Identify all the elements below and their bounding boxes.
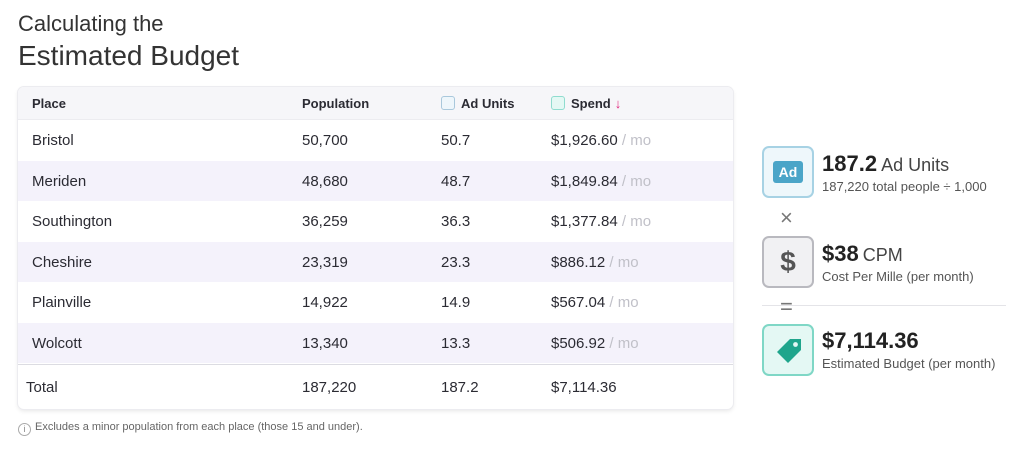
cell-place: Southington	[32, 213, 113, 230]
cpm-unit: CPM	[862, 245, 903, 265]
budget-value: $7,114.36	[822, 328, 919, 353]
page-heading: Calculating the Estimated Budget	[18, 10, 239, 74]
footnote-text: Excludes a minor population from each pl…	[35, 421, 363, 433]
total-label: Total	[26, 379, 58, 396]
table-row: Wolcott 13,340 13.3 $506.92 / mo	[18, 322, 733, 363]
total-ad-units: 187.2	[441, 379, 479, 396]
ad-units-unit: Ad Units	[881, 155, 950, 175]
cpm-summary: $38 CPM Cost Per Mille (per month)	[822, 241, 974, 284]
multiply-symbol: ×	[780, 205, 793, 230]
per-month-suffix: / mo	[621, 132, 652, 149]
info-icon: i	[18, 423, 31, 436]
budget-summary-value: $7,114.36 Estimated Budget (per month)	[822, 328, 995, 371]
cell-population: 50,700	[302, 132, 348, 149]
per-month-suffix: / mo	[621, 213, 652, 230]
table-row: Southington 36,259 36.3 $1,377.84 / mo	[18, 201, 733, 242]
cell-ad-units: 48.7	[441, 172, 471, 190]
budget-summary: Ad 187.2 Ad Units 187,220 total people ÷ …	[762, 0, 1012, 455]
cell-ad-units: 14.9	[441, 294, 471, 311]
ad-units-formula: 187,220 total people ÷ 1,000	[822, 179, 987, 194]
header-spend[interactable]: Spend ↓	[551, 96, 621, 111]
ad-units-value: 187.2	[822, 151, 878, 176]
cell-place: Plainville	[32, 294, 92, 311]
cell-population: 14,922	[302, 294, 348, 311]
per-month-suffix: / mo	[621, 172, 652, 190]
cell-population: 13,340	[302, 334, 348, 352]
footnote: i Excludes a minor population from each p…	[18, 421, 363, 436]
table-row: Meriden 48,680 48.7 $1,849.84 / mo	[18, 160, 733, 201]
price-tag-icon	[762, 324, 814, 376]
sort-down-arrow-icon[interactable]: ↓	[614, 96, 622, 111]
per-month-suffix: / mo	[609, 334, 639, 352]
cell-spend: $1,377.84 / mo	[551, 213, 652, 230]
ad-units-icon: Ad	[762, 146, 814, 198]
cell-ad-units: 23.3	[441, 253, 471, 271]
cell-ad-units: 50.7	[441, 132, 471, 149]
cell-place: Cheshire	[32, 253, 93, 271]
total-population: 187,220	[302, 379, 357, 396]
cpm-description: Cost Per Mille (per month)	[822, 269, 974, 284]
cell-spend: $1,926.60 / mo	[551, 132, 652, 149]
ad-units-summary: 187.2 Ad Units 187,220 total people ÷ 1,0…	[822, 151, 987, 194]
table-total-row: Total 187,220 187.2 $7,114.36	[18, 364, 733, 409]
budget-table: Place Population Ad Units Spend ↓ Bristol…	[18, 87, 733, 409]
cell-spend: $1,849.84 / mo	[551, 172, 652, 190]
ad-badge-icon: Ad	[773, 161, 803, 183]
cell-ad-units: 13.3	[441, 334, 471, 352]
per-month-suffix: / mo	[609, 253, 639, 271]
cell-population: 36,259	[302, 213, 348, 230]
table-row: Plainville 14,922 14.9 $567.04 / mo	[18, 282, 733, 323]
spend-checkbox-icon[interactable]	[551, 96, 565, 110]
table-row: Cheshire 23,319 23.3 $886.12 / mo	[18, 241, 733, 282]
cell-spend: $506.92 / mo	[551, 334, 639, 352]
cell-spend: $886.12 / mo	[551, 253, 639, 271]
total-spend: $7,114.36	[551, 379, 617, 396]
cell-place: Wolcott	[32, 334, 82, 352]
cell-place: Bristol	[32, 132, 74, 149]
cpm-value: $38	[822, 241, 859, 266]
budget-description: Estimated Budget (per month)	[822, 356, 996, 371]
cell-ad-units: 36.3	[441, 213, 471, 230]
ad-units-checkbox-icon[interactable]	[441, 96, 455, 110]
dollar-icon: $	[762, 236, 814, 288]
cell-place: Meriden	[32, 172, 87, 190]
header-population[interactable]: Population	[302, 96, 370, 111]
header-place[interactable]: Place	[32, 96, 66, 111]
heading-line-1: Calculating the	[18, 11, 164, 36]
divider	[762, 305, 1006, 306]
table-header: Place Population Ad Units Spend ↓	[18, 87, 733, 120]
page-title: Estimated Budget	[18, 40, 240, 71]
table-row: Bristol 50,700 50.7 $1,926.60 / mo	[18, 120, 733, 161]
header-ad-units[interactable]: Ad Units	[441, 96, 514, 111]
equals-symbol: =	[780, 294, 793, 319]
per-month-suffix: / mo	[609, 294, 639, 311]
cell-population: 23,319	[302, 253, 348, 271]
cell-spend: $567.04 / mo	[551, 294, 639, 311]
cell-population: 48,680	[302, 172, 348, 190]
